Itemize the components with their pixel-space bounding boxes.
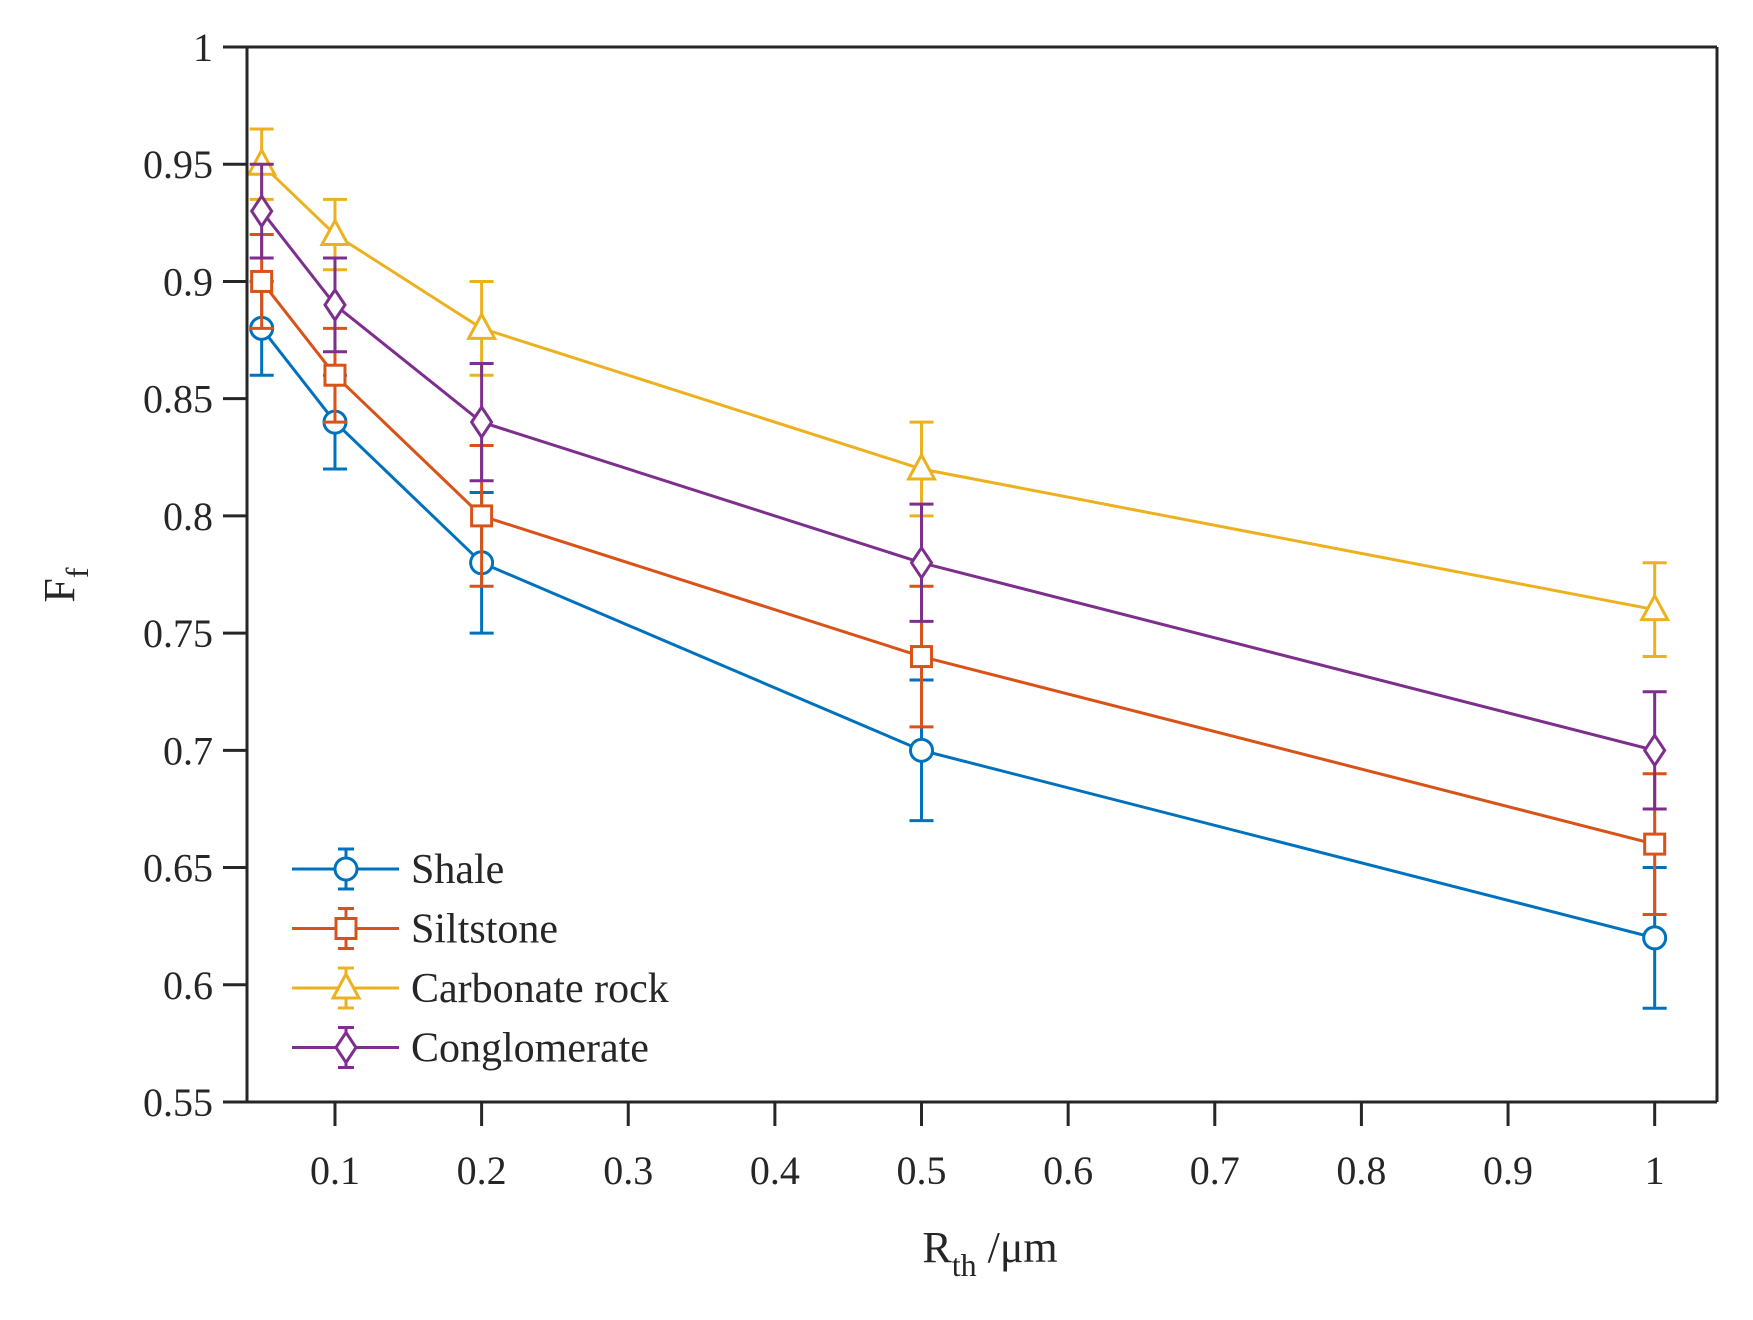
circle-marker bbox=[909, 737, 935, 763]
square-marker bbox=[323, 363, 347, 387]
legend-item: Carbonate rock bbox=[292, 966, 669, 1012]
x-tick-label: 0.1 bbox=[310, 1148, 360, 1193]
axes: 0.1 0.2 0.3 0.4 0.5 0.6 0.7 0.8 0.9 1 0.55 0.6 0.65 0… bbox=[143, 25, 1719, 1193]
diamond-marker bbox=[323, 287, 347, 323]
x-tick-label: 0.3 bbox=[603, 1148, 653, 1193]
x-tick-label: 0.2 bbox=[457, 1148, 507, 1193]
legend-label: Shale bbox=[411, 847, 504, 893]
x-axis-label-unit: /μm bbox=[977, 1223, 1058, 1272]
triangle-marker bbox=[905, 451, 938, 481]
circle-marker bbox=[333, 856, 359, 882]
y-tick-label: 0.9 bbox=[163, 259, 213, 304]
y-axis-label-main: F bbox=[35, 578, 84, 602]
diamond-marker bbox=[469, 404, 494, 440]
y-axis-label: Ff bbox=[35, 567, 95, 602]
x-tick-label: 0.6 bbox=[1043, 1148, 1093, 1193]
y-tick-label: 0.85 bbox=[143, 377, 213, 422]
y-tick-label: 0.95 bbox=[143, 142, 213, 187]
y-tick-label: 0.6 bbox=[163, 963, 213, 1008]
y-tick-label: 0.75 bbox=[143, 611, 213, 656]
square-marker bbox=[910, 645, 934, 669]
y-axis-label-sub: f bbox=[59, 567, 95, 578]
x-tick-label: 0.5 bbox=[897, 1148, 947, 1193]
legend-item: Shale bbox=[292, 847, 504, 893]
circle-marker bbox=[1642, 925, 1668, 951]
square-marker bbox=[250, 269, 274, 293]
legend: Shale Siltstone Carbonate rock Conglomerate bbox=[292, 847, 669, 1072]
legend-label: Siltstone bbox=[411, 907, 558, 953]
x-axis-label: Rth /μm bbox=[922, 1223, 1057, 1283]
x-axis-label-main: R bbox=[922, 1223, 952, 1272]
square-marker bbox=[1643, 832, 1667, 856]
y-tick-label: 0.65 bbox=[143, 846, 213, 891]
legend-label: Carbonate rock bbox=[411, 966, 669, 1012]
series-conglomerate bbox=[249, 162, 1667, 811]
series-siltstone bbox=[249, 233, 1667, 916]
triangle-marker bbox=[319, 217, 351, 247]
y-tick-label: 0.55 bbox=[143, 1080, 213, 1125]
plot-marks bbox=[246, 127, 1671, 1010]
legend-item: Siltstone bbox=[292, 907, 558, 953]
legend-label: Conglomerate bbox=[411, 1026, 649, 1072]
x-tick-label: 0.7 bbox=[1190, 1148, 1240, 1193]
diamond-marker bbox=[334, 1029, 358, 1066]
x-tick-label: 0.9 bbox=[1483, 1148, 1533, 1193]
legend-item: Conglomerate bbox=[292, 1026, 649, 1072]
series-line bbox=[260, 163, 1655, 612]
x-tick-label: 1 bbox=[1645, 1148, 1665, 1193]
x-tick-label: 0.8 bbox=[1336, 1148, 1386, 1193]
square-marker bbox=[470, 504, 494, 528]
series-carbonate-rock bbox=[246, 127, 1671, 659]
x-tick-label: 0.4 bbox=[750, 1148, 800, 1193]
y-tick-label: 0.8 bbox=[163, 494, 213, 539]
series-shale bbox=[249, 279, 1668, 1010]
square-marker bbox=[334, 917, 358, 940]
triangle-marker bbox=[466, 311, 498, 340]
diamond-marker bbox=[909, 545, 934, 581]
y-tick-label: 0.7 bbox=[163, 728, 213, 773]
diamond-marker bbox=[249, 193, 274, 229]
triangle-marker bbox=[330, 970, 362, 1000]
y-tick-label: 1 bbox=[193, 25, 213, 70]
triangle-marker bbox=[1639, 592, 1671, 622]
diamond-marker bbox=[1642, 732, 1667, 769]
x-axis-label-sub: th bbox=[952, 1247, 977, 1283]
